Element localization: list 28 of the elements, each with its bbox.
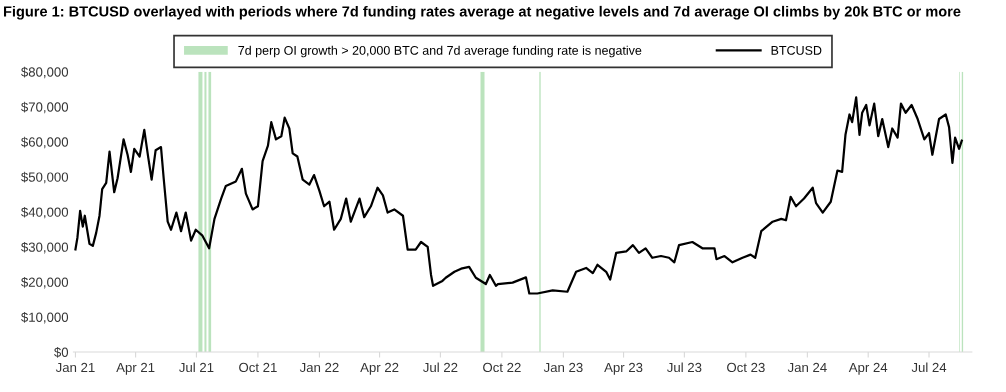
x-tick-label: Jul 21	[179, 362, 214, 373]
x-tick-label: Apr 21	[116, 362, 155, 375]
legend-label: BTCUSD	[771, 45, 822, 55]
y-tick-label: $70,000	[21, 101, 69, 114]
x-tick-label: Oct 22	[483, 362, 521, 373]
x-tick-label: Jan 22	[299, 362, 339, 373]
x-tick-label: Apr 23	[604, 362, 643, 375]
y-tick-label: $40,000	[21, 206, 69, 219]
y-tick-label: $80,000	[21, 66, 69, 79]
chart-title: Figure 1: BTCUSD overlayed with periods where 7d funding rates average at negative levels and 7d average OI climbs by 20k BTC or more	[3, 5, 961, 20]
x-tick-label: Apr 22	[360, 362, 399, 375]
y-tick-label: $50,000	[21, 171, 69, 184]
x-tick-label: Oct 23	[727, 362, 765, 373]
line-series	[74, 96, 963, 295]
x-tick-label: Jul 24	[911, 362, 947, 373]
x-tick-label: Jul 22	[423, 362, 458, 373]
x-tick-label: Oct 21	[239, 362, 277, 373]
x-tick-label: Jan 24	[787, 362, 827, 373]
x-tick-label: Jan 23	[543, 362, 583, 373]
legend-label: 7d perp OI growth > 20,000 BTC and 7d average funding rate is negative	[238, 45, 642, 58]
y-tick-label: $0	[54, 347, 69, 358]
x-tick-label: Jan 21	[55, 362, 95, 373]
x-tick-label: Apr 24	[848, 362, 888, 375]
y-tick-label: $20,000	[21, 276, 69, 289]
y-tick-label: $10,000	[21, 311, 69, 324]
x-tick-label: Jul 23	[666, 362, 702, 373]
y-tick-label: $60,000	[21, 136, 69, 149]
y-tick-label: $30,000	[21, 241, 69, 254]
